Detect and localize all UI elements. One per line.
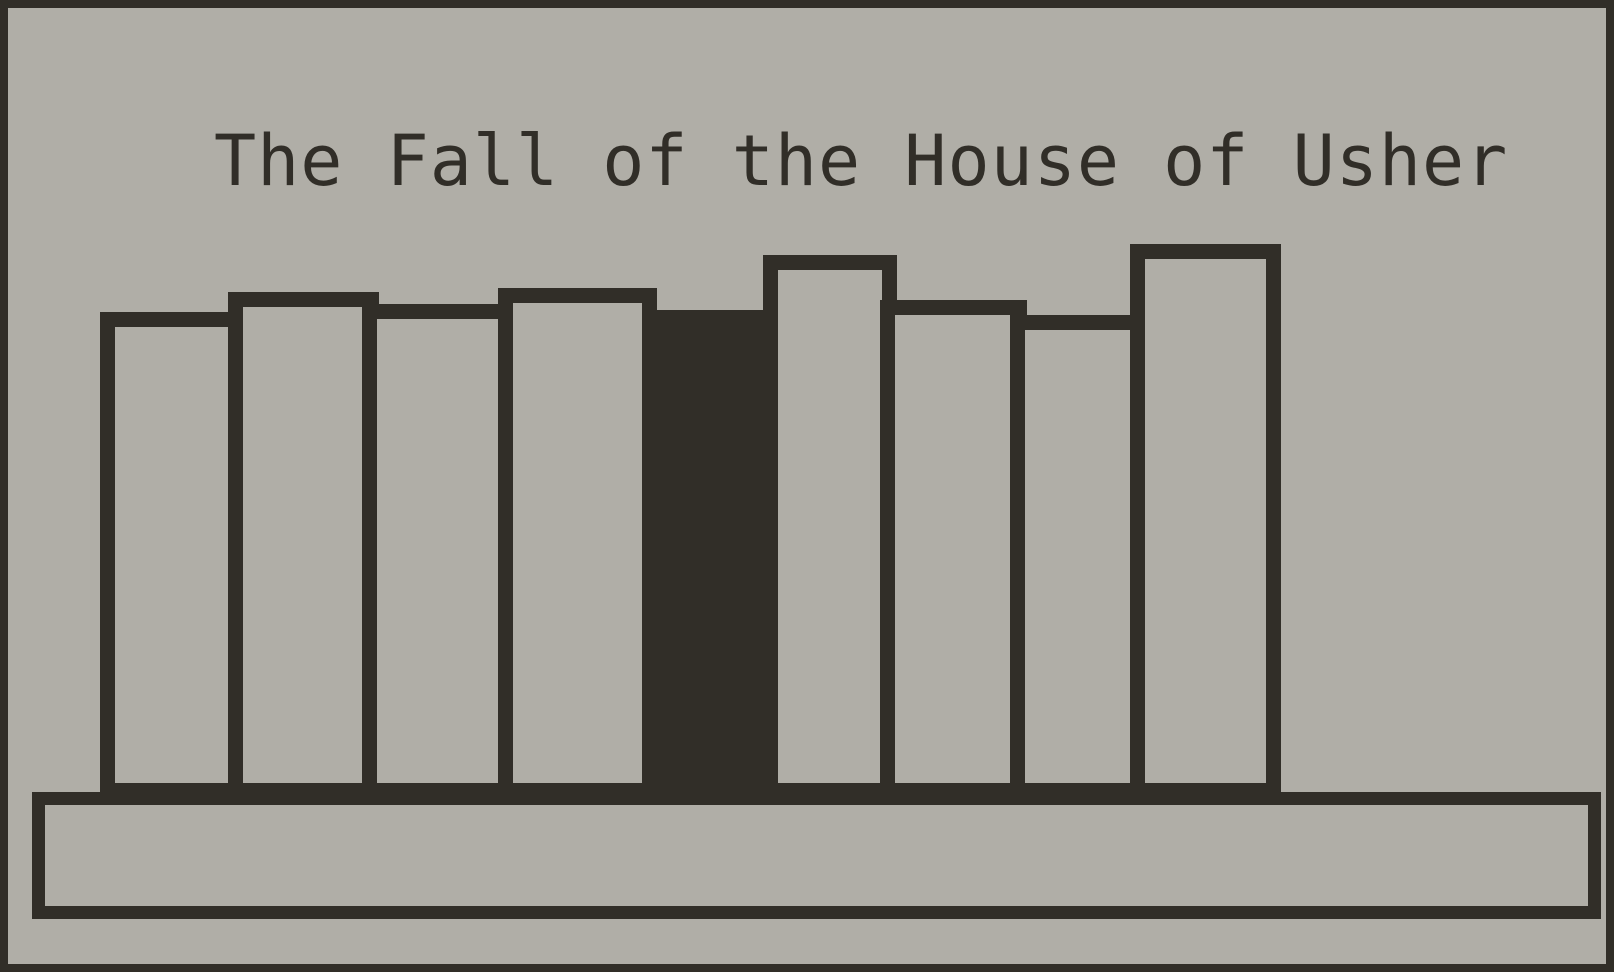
game-title: The Fall of the House of Usher xyxy=(214,120,1509,202)
book-9[interactable] xyxy=(1130,244,1281,798)
shelf-board xyxy=(32,792,1601,919)
book-2[interactable] xyxy=(228,292,379,798)
book-1[interactable] xyxy=(100,312,245,798)
book-4[interactable] xyxy=(498,288,657,798)
book-6[interactable] xyxy=(763,255,897,798)
book-8[interactable] xyxy=(1010,315,1147,798)
book-7[interactable] xyxy=(880,300,1027,798)
book-3[interactable] xyxy=(362,304,515,798)
book-5[interactable] xyxy=(654,310,772,798)
